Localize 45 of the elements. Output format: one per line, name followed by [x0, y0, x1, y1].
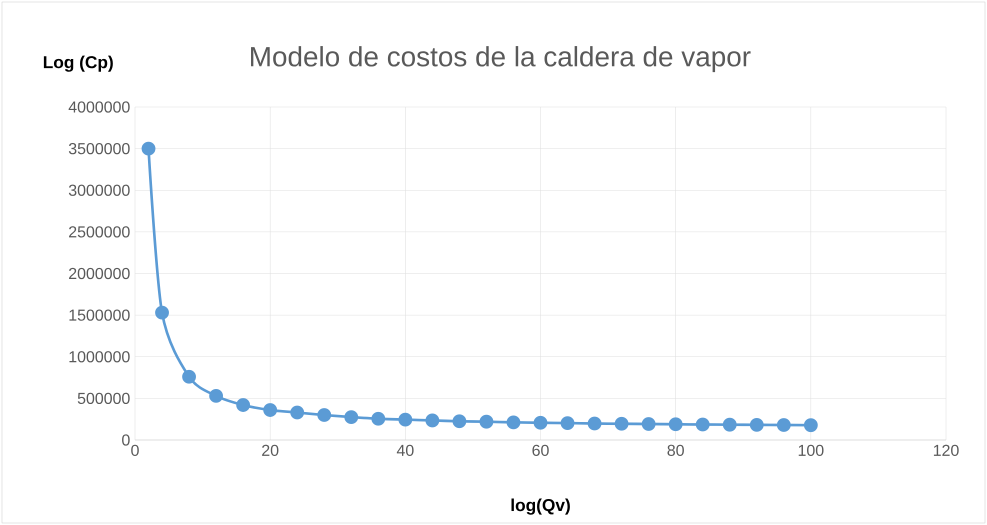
point	[804, 418, 818, 432]
y-tick-label: 3500000	[68, 142, 130, 154]
y-tick-label: 2000000	[69, 268, 130, 280]
point	[642, 417, 656, 431]
point	[722, 418, 737, 432]
point	[425, 414, 440, 428]
point	[750, 418, 764, 432]
y-tick-label: 2500000	[69, 226, 130, 238]
point	[263, 403, 278, 417]
point	[588, 416, 602, 430]
point	[317, 408, 332, 422]
point	[480, 414, 494, 429]
y-axis-title: Log (Cp)	[44, 56, 113, 72]
point	[452, 414, 466, 428]
x-tick-label: 0	[131, 444, 139, 456]
point	[398, 412, 412, 427]
point	[560, 416, 574, 430]
x-tick-label: 40	[396, 444, 414, 456]
point	[236, 398, 250, 412]
point	[696, 418, 710, 432]
x-tick-label: 60	[532, 444, 549, 456]
point	[182, 370, 196, 384]
y-tick-label: 1000000	[69, 351, 130, 362]
point	[614, 416, 629, 431]
chart-title: Modelo de costos de la caldera de vapor	[251, 46, 751, 72]
point	[142, 142, 156, 156]
x-tick-label: 20	[262, 444, 278, 456]
point	[155, 306, 169, 320]
point	[209, 388, 224, 403]
point	[668, 417, 683, 432]
point	[534, 416, 548, 430]
x-tick-label: 120	[934, 444, 959, 456]
point	[344, 410, 358, 424]
y-tick-label: 0	[122, 434, 130, 446]
y-tick-label: 500000	[78, 392, 130, 404]
point	[290, 406, 304, 420]
y-tick-label: 3000000	[68, 184, 130, 196]
point	[776, 418, 791, 432]
point	[371, 412, 386, 426]
y-tick-label: 1500000	[69, 309, 130, 321]
point	[506, 415, 520, 430]
x-tick-label: 100	[798, 444, 824, 456]
x-tick-label: 80	[667, 444, 684, 456]
x-axis-title: log(Qv)	[512, 498, 570, 515]
y-tick-label: 4000000	[68, 101, 130, 113]
